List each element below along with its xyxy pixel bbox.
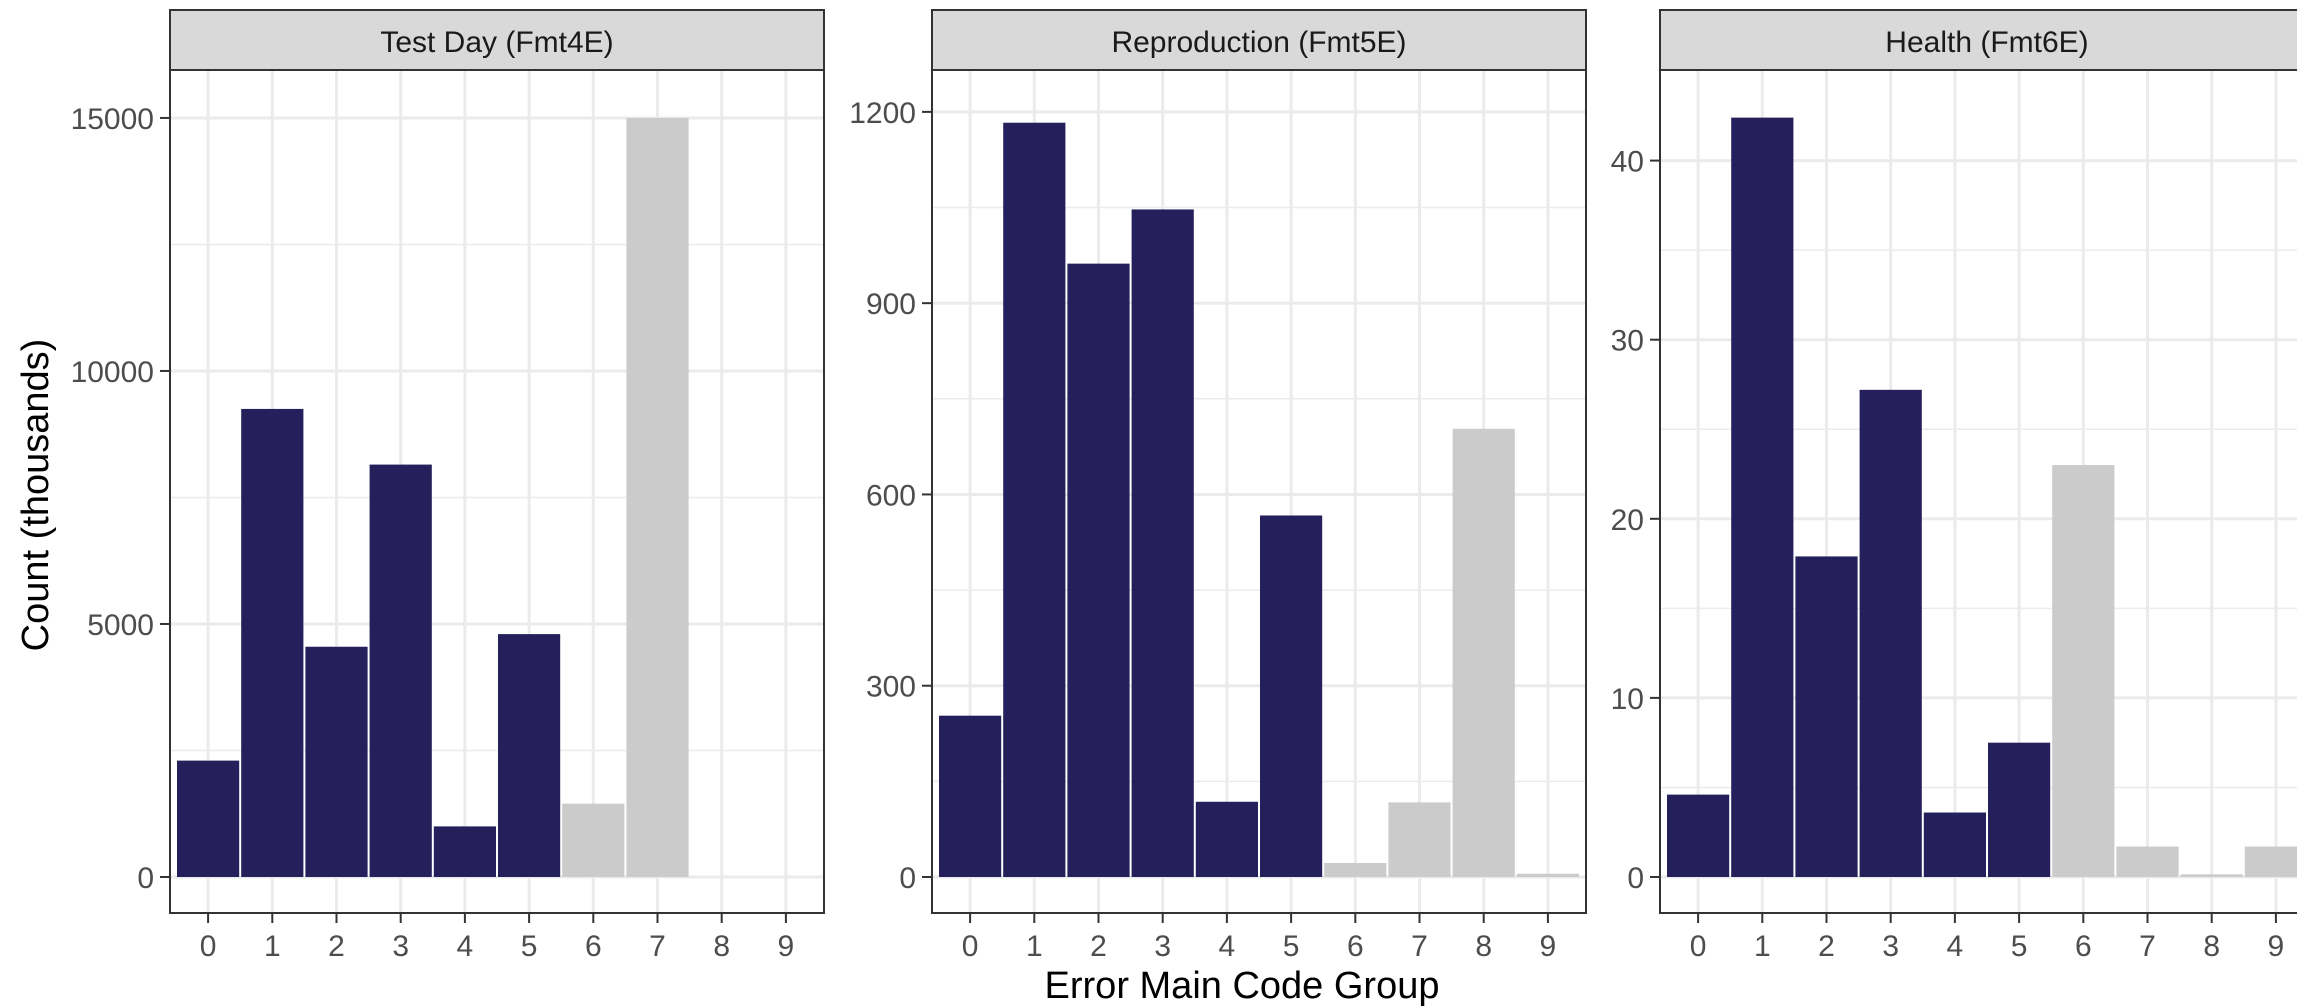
panel-2-strip [1659, 9, 2297, 71]
panel-1-xtick-label: 9 [1540, 930, 1557, 963]
panel-2-xtick-label: 2 [1818, 930, 1835, 963]
panel-2-xtick-label: 5 [2011, 930, 2028, 963]
panel-1-bar-3 [1131, 209, 1194, 877]
panel-1-ytick-label: 600 [866, 479, 916, 512]
panel-0-xtick-label: 2 [328, 930, 345, 963]
panel-2: Health (Fmt6E) 0 10 20 30 40 0 1 2 3 4 5 6 7 8 9 [1611, 9, 2297, 963]
panel-1-xtick-label: 6 [1347, 930, 1364, 963]
panel-1-xtick-label: 3 [1154, 930, 1171, 963]
panel-0-strip [169, 9, 825, 71]
panel-2-ytick-label: 0 [1627, 862, 1644, 895]
panel-2-xtick-label: 4 [1947, 930, 1964, 963]
panel-2-bar-1 [1731, 117, 1794, 878]
panel-1-xtick-label: 0 [962, 930, 979, 963]
panel-0-bar-1 [241, 408, 304, 877]
panel-2-bar-0 [1667, 794, 1730, 877]
panel-0-xtick-label: 7 [649, 930, 666, 963]
panel-2-xtick-label: 0 [1690, 930, 1707, 963]
panel-0-ytick-label: 10000 [71, 356, 154, 389]
panel-0-xtick-label: 1 [264, 930, 281, 963]
panel-2-bar-5 [1988, 742, 2051, 877]
panel-0-bar-6 [562, 803, 625, 877]
panel-1-ytick-label: 300 [866, 671, 916, 704]
panel-0-title: Test Day (Fmt4E) [380, 26, 613, 59]
panel-1-xtick-label: 2 [1090, 930, 1107, 963]
panel-1-title: Reproduction (Fmt5E) [1111, 26, 1406, 59]
panel-2-xtick-label: 7 [2139, 930, 2156, 963]
panel-2-ytick-label: 20 [1611, 504, 1644, 537]
panel-1-bar-2 [1067, 263, 1130, 878]
panel-1: Reproduction (Fmt5E) 0 300 600 900 1200 0 1 2 3 4 5… [849, 9, 1587, 963]
panel-0-bar-4 [433, 826, 496, 877]
panel-1-ytick-label: 1200 [849, 97, 916, 130]
panel-1-bar-5 [1260, 515, 1323, 877]
panel-1-bar-7 [1388, 802, 1451, 877]
panel-1-bar-1 [1003, 122, 1066, 878]
panel-2-bar-2 [1795, 556, 1858, 877]
panel-0-bar-0 [177, 760, 240, 877]
panel-1-xtick-label: 5 [1283, 930, 1300, 963]
panel-2-xtick-label: 8 [2203, 930, 2220, 963]
panel-0-bar-5 [498, 634, 561, 877]
panel-2-ytick-label: 40 [1611, 146, 1644, 179]
panel-0-xtick-label: 0 [200, 930, 217, 963]
panel-2-bar-7 [2116, 846, 2179, 877]
panel-2-xtick-label: 3 [1882, 930, 1899, 963]
panel-0-xtick-label: 6 [585, 930, 602, 963]
panel-2-bar-8 [2180, 874, 2243, 877]
panel-1-bar-8 [1452, 428, 1515, 877]
panel-1-xtick-label: 4 [1219, 930, 1236, 963]
panel-0-xtick-label: 8 [713, 930, 730, 963]
panel-1-ytick-label: 0 [899, 862, 916, 895]
panel-1-ytick-label: 900 [866, 288, 916, 321]
panel-0-xtick-label: 5 [521, 930, 538, 963]
panel-0-xtick-label: 4 [457, 930, 474, 963]
panel-0-xtick-label: 9 [778, 930, 795, 963]
panel-2-ytick-label: 10 [1611, 683, 1644, 716]
panel-2-ytick-label: 30 [1611, 325, 1644, 358]
panel-0-bar-3 [369, 464, 432, 877]
panel-2-bar-3 [1859, 389, 1922, 877]
panel-2-bar-4 [1923, 812, 1986, 877]
panel-1-strip [931, 9, 1587, 71]
panel-1-xtick-label: 7 [1411, 930, 1428, 963]
panel-0-xtick-label: 3 [392, 930, 409, 963]
x-axis-label: Error Main Code Group [1045, 965, 1440, 1007]
panel-0-ytick-label: 5000 [87, 609, 154, 642]
panel-1-xtick-label: 8 [1475, 930, 1492, 963]
panel-1-bar-0 [939, 715, 1002, 877]
y-axis-label: Count (thousands) [15, 339, 57, 652]
panel-0-bar-2 [305, 646, 368, 877]
panel-0-bar-7 [626, 117, 689, 877]
panel-2-bar-6 [2052, 465, 2115, 877]
panel-1-xtick-label: 1 [1026, 930, 1043, 963]
panel-2-xtick-label: 1 [1754, 930, 1771, 963]
panel-2-bar-9 [2244, 846, 2297, 877]
panel-1-bar-9 [1516, 873, 1579, 877]
panel-0-ytick-label: 15000 [71, 103, 154, 136]
panel-2-xtick-label: 6 [2075, 930, 2092, 963]
panel-1-bar-4 [1195, 801, 1258, 877]
panel-2-xtick-label: 9 [2268, 930, 2285, 963]
panel-0-ytick-label: 0 [137, 862, 154, 895]
panel-0: Test Day (Fmt4E) 0 5000 10000 15000 0 1 2 3 4 5 6 7 8… [71, 9, 825, 963]
panel-1-bar-6 [1324, 862, 1387, 877]
panel-2-title: Health (Fmt6E) [1885, 26, 2088, 59]
